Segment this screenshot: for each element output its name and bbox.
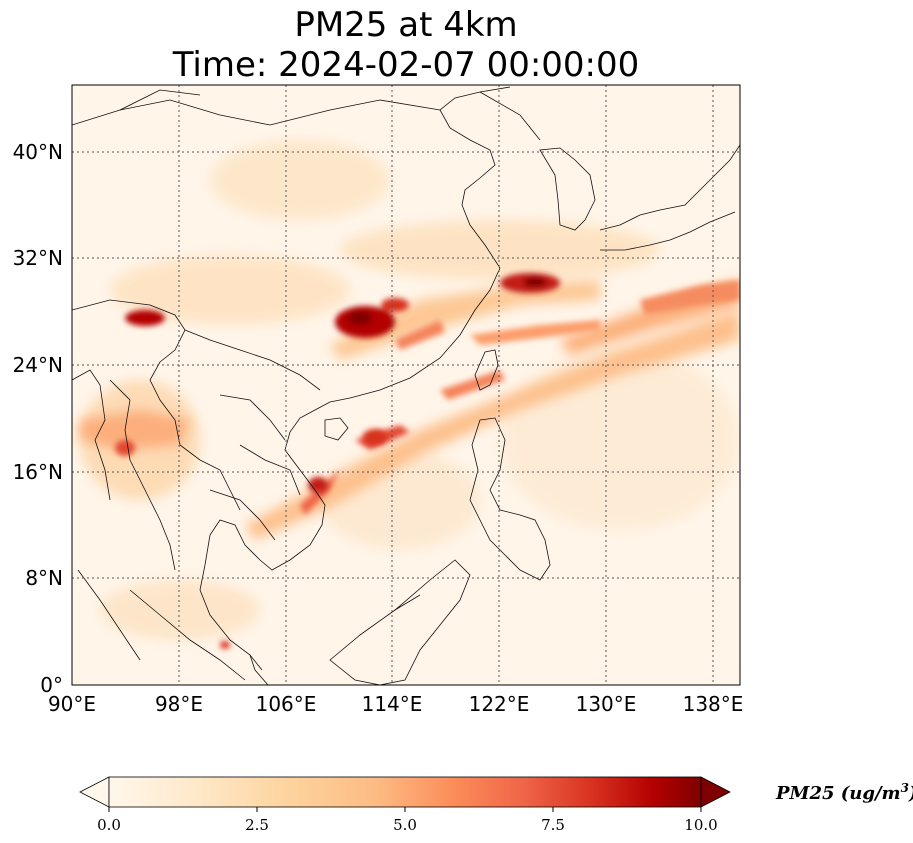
lon-tick-106e: 106°E	[255, 692, 317, 716]
colorbar-tick-5: 5.0	[393, 816, 417, 834]
lat-tick-16n: 16°N	[12, 460, 63, 484]
title-line-1: PM25 at 4km	[294, 5, 518, 45]
colorbar-label-superscript: 3	[900, 781, 909, 795]
colorbar-tick-10: 10.0	[684, 816, 718, 834]
colorbar-tick-7-5: 7.5	[541, 816, 565, 834]
coastlines	[72, 86, 740, 685]
title-line-2: Time: 2024-02-07 00:00:00	[172, 45, 640, 85]
lon-tick-122e: 122°E	[468, 692, 530, 716]
lat-tick-0: 0°	[40, 673, 63, 697]
colorbar	[79, 776, 731, 812]
lon-tick-138e: 138°E	[682, 692, 744, 716]
colorbar-label-text: PM25 (ug/m	[776, 783, 901, 804]
colorbar-tick-0: 0.0	[97, 816, 121, 834]
lat-tick-24n: 24°N	[12, 353, 63, 377]
gridlines	[72, 85, 740, 685]
lon-tick-130e: 130°E	[575, 692, 637, 716]
lat-tick-8n: 8°N	[25, 566, 63, 590]
lon-tick-114e: 114°E	[361, 692, 423, 716]
lon-tick-90e: 90°E	[47, 692, 97, 716]
map-frame	[71, 84, 741, 686]
pm25-field	[72, 85, 740, 685]
lon-tick-98e: 98°E	[154, 692, 204, 716]
colorbar-tick-2-5: 2.5	[245, 816, 269, 834]
lat-tick-40n: 40°N	[12, 140, 63, 164]
colorbar-label: PM25 (ug/m3)	[776, 781, 913, 804]
colorbar-label-close: )	[909, 783, 913, 804]
lat-tick-32n: 32°N	[12, 246, 63, 270]
